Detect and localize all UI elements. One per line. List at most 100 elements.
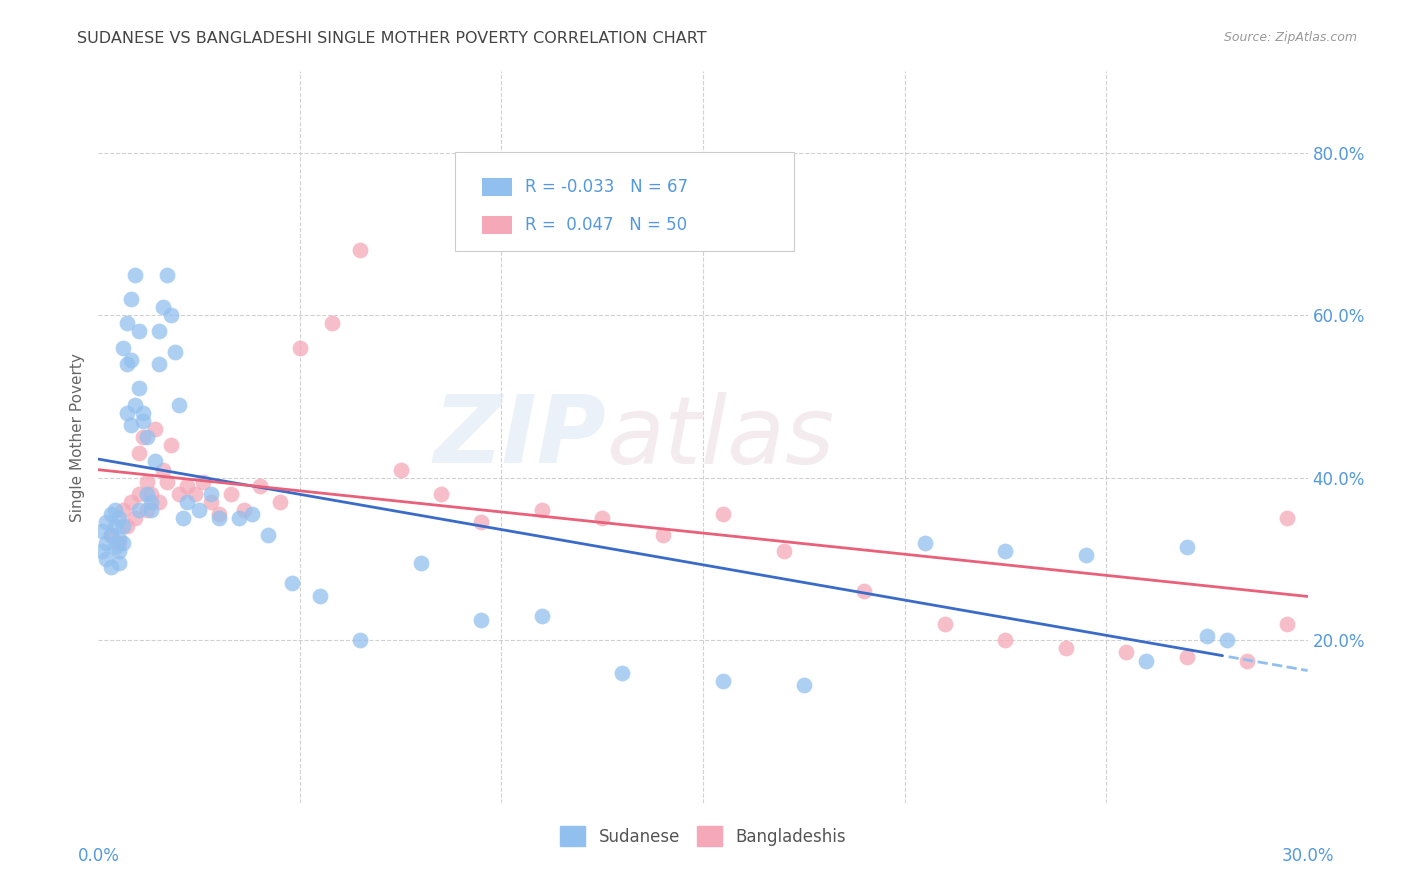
- Text: R =  0.047   N = 50: R = 0.047 N = 50: [526, 216, 688, 234]
- Point: [184, 487, 207, 501]
- Point: [1115, 645, 1137, 659]
- Point: [124, 268, 146, 282]
- Point: [107, 556, 129, 570]
- Point: [132, 430, 155, 444]
- Point: [309, 589, 332, 603]
- Point: [103, 503, 125, 517]
- Point: [193, 475, 215, 489]
- Text: 0.0%: 0.0%: [77, 847, 120, 864]
- Y-axis label: Single Mother Poverty: Single Mother Poverty: [69, 352, 84, 522]
- Point: [135, 430, 157, 444]
- Point: [139, 495, 162, 509]
- Point: [120, 495, 142, 509]
- Point: [156, 268, 179, 282]
- Point: [281, 576, 304, 591]
- Point: [1135, 654, 1157, 668]
- Point: [249, 479, 271, 493]
- Point: [772, 544, 794, 558]
- Point: [1175, 540, 1198, 554]
- Point: [160, 438, 183, 452]
- Text: 30.0%: 30.0%: [1281, 847, 1334, 864]
- Point: [111, 535, 134, 549]
- Point: [111, 519, 134, 533]
- Point: [148, 495, 170, 509]
- FancyBboxPatch shape: [482, 178, 512, 196]
- Point: [103, 519, 125, 533]
- Point: [107, 544, 129, 558]
- Point: [200, 495, 222, 509]
- Point: [143, 422, 166, 436]
- Point: [349, 243, 371, 257]
- Point: [100, 527, 122, 541]
- Point: [135, 503, 157, 517]
- Point: [1316, 430, 1339, 444]
- Point: [470, 613, 492, 627]
- Point: [135, 487, 157, 501]
- Point: [269, 495, 291, 509]
- Point: [409, 556, 432, 570]
- Point: [176, 495, 198, 509]
- FancyBboxPatch shape: [456, 152, 793, 251]
- Point: [711, 673, 734, 688]
- Point: [256, 527, 278, 541]
- Point: [934, 617, 956, 632]
- FancyBboxPatch shape: [482, 216, 512, 234]
- Point: [288, 341, 311, 355]
- Point: [1216, 633, 1239, 648]
- Point: [100, 560, 122, 574]
- Point: [120, 352, 142, 367]
- Point: [103, 540, 125, 554]
- Point: [96, 516, 118, 530]
- Point: [221, 487, 243, 501]
- Point: [115, 316, 138, 330]
- Point: [651, 527, 673, 541]
- Point: [530, 503, 553, 517]
- Point: [115, 519, 138, 533]
- Point: [135, 475, 157, 489]
- Point: [711, 508, 734, 522]
- Point: [1277, 511, 1299, 525]
- Point: [107, 535, 129, 549]
- Point: [100, 527, 122, 541]
- Point: [152, 462, 174, 476]
- Point: [152, 300, 174, 314]
- Point: [240, 508, 263, 522]
- Text: ZIP: ZIP: [433, 391, 606, 483]
- Point: [1175, 649, 1198, 664]
- Legend: Sudanese, Bangladeshis: Sudanese, Bangladeshis: [554, 820, 852, 853]
- Point: [853, 584, 876, 599]
- Point: [530, 608, 553, 623]
- Text: Source: ZipAtlas.com: Source: ZipAtlas.com: [1223, 31, 1357, 45]
- Point: [139, 487, 162, 501]
- Point: [188, 503, 211, 517]
- Point: [994, 544, 1017, 558]
- Text: atlas: atlas: [606, 392, 835, 483]
- Point: [124, 511, 146, 525]
- Point: [111, 341, 134, 355]
- Point: [120, 292, 142, 306]
- Point: [430, 487, 453, 501]
- Point: [1277, 617, 1299, 632]
- Point: [132, 414, 155, 428]
- Text: R = -0.033   N = 67: R = -0.033 N = 67: [526, 178, 689, 196]
- Text: SUDANESE VS BANGLADESHI SINGLE MOTHER POVERTY CORRELATION CHART: SUDANESE VS BANGLADESHI SINGLE MOTHER PO…: [77, 31, 707, 46]
- Point: [172, 511, 194, 525]
- Point: [100, 508, 122, 522]
- Point: [612, 665, 634, 680]
- Point: [1357, 645, 1379, 659]
- Point: [349, 633, 371, 648]
- Point: [167, 487, 190, 501]
- Point: [143, 454, 166, 468]
- Point: [1195, 629, 1218, 643]
- Point: [128, 381, 150, 395]
- Point: [107, 532, 129, 546]
- Point: [1074, 548, 1097, 562]
- Point: [148, 325, 170, 339]
- Point: [96, 535, 118, 549]
- Point: [107, 511, 129, 525]
- Point: [128, 503, 150, 517]
- Point: [1054, 641, 1077, 656]
- Point: [96, 552, 118, 566]
- Point: [91, 524, 114, 538]
- Point: [321, 316, 343, 330]
